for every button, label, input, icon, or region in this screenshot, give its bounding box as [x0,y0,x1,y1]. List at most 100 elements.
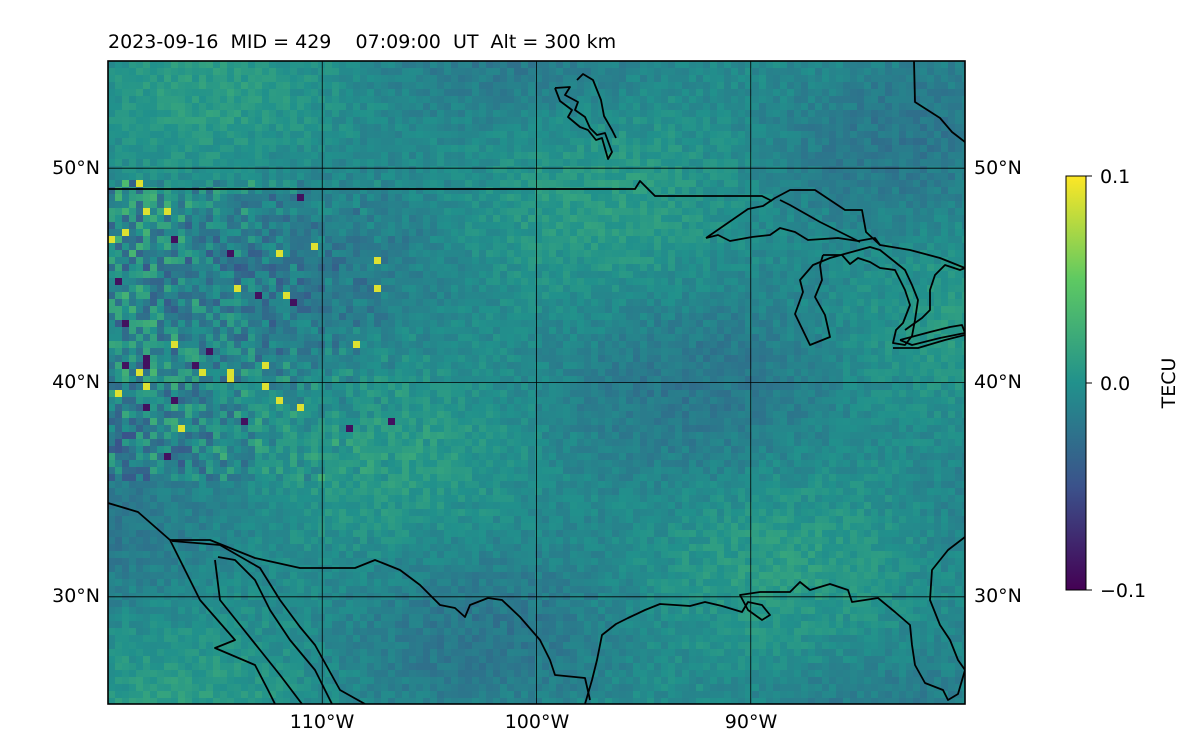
tec-cell [185,278,193,286]
tec-cell [864,173,872,181]
tec-cell [675,131,683,139]
tec-cell [206,82,214,90]
tec-cell [220,278,228,286]
tec-cell [206,166,214,174]
tec-cell [500,327,508,335]
tec-cell [843,159,851,167]
tec-cell [325,117,333,125]
tec-cell [332,173,340,181]
tec-cell [220,222,228,230]
tec-cell [619,208,627,216]
tec-cell [276,96,284,104]
tec-cell [717,320,725,328]
tec-cell [283,103,291,111]
tec-cell [962,271,965,279]
tec-cell [626,299,634,307]
tec-cell [437,166,445,174]
tec-cell [864,166,872,174]
tec-cell [430,82,438,90]
tec-cell [584,201,592,209]
tec-cell [283,334,291,342]
tec-cell [661,96,669,104]
tec-cell [185,131,193,139]
tec-cell [962,96,965,104]
tec-cell [199,117,207,125]
tec-cell [388,82,396,90]
tec-cell [731,89,739,97]
tec-cell [416,257,424,265]
tec-cell [668,159,676,167]
tec-cell [514,257,522,265]
tec-cell [304,264,312,272]
tec-cell [668,110,676,118]
tec-cell [241,320,249,328]
tec-cell [612,320,620,328]
tec-cell [773,334,781,342]
tec-cell [381,117,389,125]
tec-cell [122,243,130,251]
tec-cell [493,138,501,146]
tec-cell [843,180,851,188]
tec-cell [843,145,851,153]
tec-cell [493,187,501,195]
tec-cell [570,341,578,349]
tec-cell [318,173,326,181]
tec-cell [164,96,172,104]
tec-cell [808,222,816,230]
tec-cell [304,159,312,167]
tec-cell [353,82,361,90]
tec-cell [633,152,641,160]
tec-cell [689,257,697,265]
tec-cell [192,194,200,202]
tec-cell [486,145,494,153]
tec-cell [220,82,228,90]
tec-cell [591,201,599,209]
tec-cell [752,124,760,132]
tec-cell [283,215,291,223]
tec-cell [178,222,186,230]
tec-cell [577,152,585,160]
tec-cell [402,180,410,188]
tec-cell [458,103,466,111]
tec-cell [276,327,284,335]
tec-cell [416,124,424,132]
tec-cell [150,299,158,307]
tec-cell [773,166,781,174]
tec-cell [108,96,116,104]
tec-cell [584,278,592,286]
tec-cell [528,229,536,237]
tec-cell [248,180,256,188]
tec-cell [290,208,298,216]
tec-cell [570,215,578,223]
tec-cell [381,138,389,146]
tec-cell [535,131,543,139]
tec-cell [822,257,830,265]
tec-cell [136,341,144,349]
tec-cell [829,194,837,202]
tec-cell [570,61,578,69]
tec-cell [416,334,424,342]
tec-cell [458,264,466,272]
tec-cell [416,145,424,153]
tec-cell [143,208,151,216]
tec-cell [241,306,249,314]
tec-cell [570,124,578,132]
tec-cell [283,138,291,146]
tec-cell [801,194,809,202]
tec-cell [325,278,333,286]
tec-cell [647,145,655,153]
tec-cell [150,68,158,76]
tec-cell [892,264,900,272]
tec-cell [521,334,529,342]
tec-cell [808,131,816,139]
tec-cell [108,124,116,132]
tec-cell [556,334,564,342]
tec-cell [794,110,802,118]
tec-cell [633,124,641,132]
tec-cell [682,201,690,209]
tec-cell [843,271,851,279]
tec-cell [766,103,774,111]
tec-cell [143,250,151,258]
tec-cell [633,292,641,300]
tec-cell [360,285,368,293]
